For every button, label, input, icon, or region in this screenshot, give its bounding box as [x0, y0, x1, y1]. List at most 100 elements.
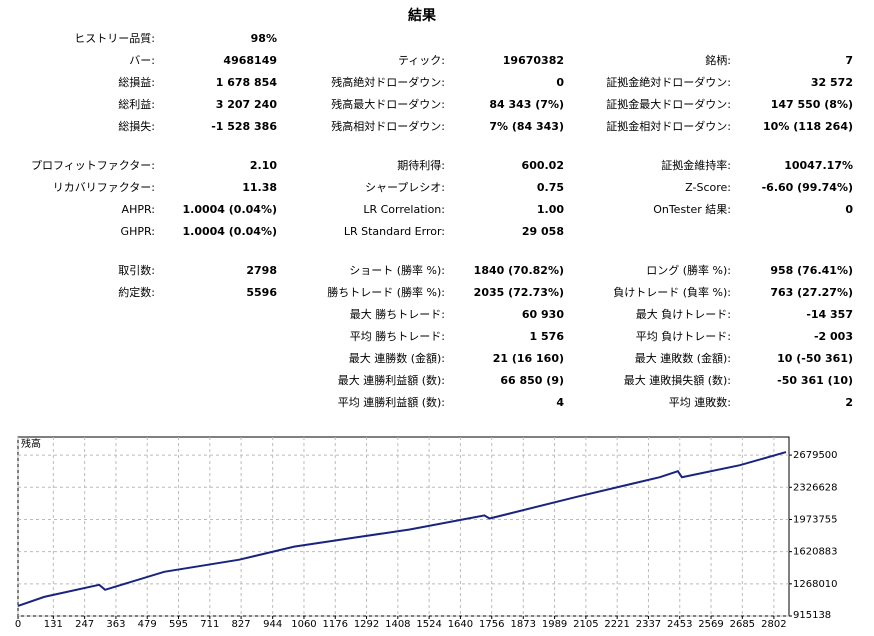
stat-label: 平均 負けトレード: — [636, 330, 731, 343]
stat-value: 11.38 — [242, 181, 277, 194]
stat-value: 21 (16 160) — [493, 352, 564, 365]
stat-value: 4968149 — [223, 54, 277, 67]
x-tick-label: 2337 — [636, 619, 661, 630]
y-tick-label: 1620883 — [793, 547, 838, 558]
x-tick-label: 711 — [200, 619, 219, 630]
stat-value: 1.0004 (0.04%) — [183, 225, 278, 238]
stat-value: 7% (84 343) — [489, 120, 564, 133]
stat-value: 32 572 — [811, 76, 853, 89]
stat-label: 最大 連勝数 (金額): — [349, 351, 445, 365]
stat-label: バー: — [129, 54, 155, 67]
x-tick-label: 1176 — [323, 619, 348, 630]
stat-label: ショート (勝率 %): — [349, 263, 445, 277]
x-tick-label: 1989 — [542, 619, 567, 630]
x-tick-label: 1873 — [511, 619, 536, 630]
stat-value: 98% — [251, 32, 277, 45]
stat-label: 最大 負けトレード: — [636, 307, 731, 321]
stat-label: ロング (勝率 %): — [646, 263, 731, 277]
x-tick-label: 944 — [263, 619, 282, 630]
stat-value: 10 (-50 361) — [777, 352, 853, 365]
stat-label: LR Correlation: — [363, 203, 445, 216]
stat-value: -1 528 386 — [211, 120, 277, 133]
stat-value: 600.02 — [522, 159, 564, 172]
stat-label: 証拠金最大ドローダウン: — [606, 97, 731, 111]
stat-value: 1.0004 (0.04%) — [183, 203, 278, 216]
stat-value: 0 — [556, 76, 564, 89]
stat-value: 0.75 — [537, 181, 564, 194]
x-tick-label: 1640 — [448, 619, 473, 630]
x-tick-label: 2569 — [698, 619, 723, 630]
stat-value: -2 003 — [814, 330, 853, 343]
stat-value: 2.10 — [250, 159, 277, 172]
stat-value: 1 576 — [530, 330, 565, 343]
stat-label: 最大 連勝利益額 (数): — [338, 373, 445, 387]
x-tick-label: 1060 — [291, 619, 316, 630]
stat-value: 5596 — [246, 286, 277, 299]
stat-value: 4 — [556, 396, 564, 409]
stat-label: 平均 連敗数: — [669, 395, 731, 409]
x-tick-label: 595 — [169, 619, 188, 630]
stat-label: LR Standard Error: — [344, 225, 445, 238]
stat-label: 期待利得: — [397, 158, 445, 172]
x-tick-label: 247 — [75, 619, 94, 630]
stat-label: 平均 連勝利益額 (数): — [338, 395, 445, 409]
stat-label: ティック: — [398, 54, 445, 67]
stat-value: 7 — [845, 54, 853, 67]
y-tick-label: 2326628 — [793, 482, 838, 493]
stat-value: -50 361 (10) — [777, 374, 853, 387]
x-tick-label: 1292 — [354, 619, 379, 630]
stat-label: 最大 勝ちトレード: — [350, 307, 445, 321]
stat-value: 29 058 — [522, 225, 564, 238]
x-tick-label: 2685 — [730, 619, 755, 630]
stat-value: 1.00 — [537, 203, 564, 216]
stat-label: ヒストリー品質: — [74, 31, 155, 45]
y-tick-label: 2679500 — [793, 450, 838, 461]
stat-value: 2798 — [246, 264, 277, 277]
stat-label: シャープレシオ: — [365, 181, 445, 194]
x-tick-label: 1756 — [479, 619, 504, 630]
stat-value: 10% (118 264) — [763, 120, 853, 133]
stat-label: OnTester 結果: — [653, 202, 731, 216]
stat-label: 証拠金維持率: — [661, 158, 731, 172]
stat-value: 60 930 — [522, 308, 564, 321]
stat-value: 66 850 (9) — [500, 374, 564, 387]
report-title: 結果 — [408, 7, 437, 24]
stat-label: プロフィットファクター: — [31, 159, 155, 172]
stat-value: 3 207 240 — [216, 98, 278, 111]
x-tick-label: 479 — [138, 619, 157, 630]
stat-label: 総利益: — [118, 97, 155, 111]
stat-label: 負けトレード (負率 %): — [613, 285, 731, 299]
x-tick-label: 2221 — [604, 619, 629, 630]
x-tick-label: 131 — [44, 619, 63, 630]
x-tick-label: 1524 — [416, 619, 441, 630]
stat-value: 0 — [845, 203, 853, 216]
x-tick-label: 363 — [106, 619, 125, 630]
stat-label: 取引数: — [118, 263, 155, 277]
stat-value: -14 357 — [806, 308, 853, 321]
stat-value: 10047.17% — [784, 159, 853, 172]
stat-label: 最大 連敗数 (金額): — [635, 351, 731, 365]
stat-value: 84 343 (7%) — [489, 98, 564, 111]
x-tick-label: 827 — [232, 619, 251, 630]
stat-label: 銘柄: — [705, 53, 731, 67]
stat-label: GHPR: — [121, 225, 155, 238]
y-tick-label: 1973755 — [793, 514, 838, 525]
stat-label: 最大 連敗損失額 (数): — [624, 373, 731, 387]
stat-label: 総損益: — [118, 75, 155, 89]
stat-label: 総損失: — [118, 119, 155, 133]
x-tick-label: 0 — [15, 619, 21, 630]
stat-label: AHPR: — [122, 203, 155, 216]
balance-line — [17, 451, 787, 607]
stat-value: 147 550 (8%) — [771, 98, 853, 111]
stat-label: 平均 勝ちトレード: — [350, 329, 445, 343]
stat-value: 763 (27.27%) — [770, 286, 853, 299]
stat-value: 1840 (70.82%) — [474, 264, 564, 277]
stat-value: 2035 (72.73%) — [474, 286, 564, 299]
stat-label: 残高最大ドローダウン: — [331, 97, 445, 111]
stat-value: 1 678 854 — [216, 76, 278, 89]
stat-label: 勝ちトレード (勝率 %): — [327, 285, 445, 299]
stat-label: 約定数: — [118, 285, 155, 299]
y-tick-label: 1268010 — [793, 579, 838, 590]
stat-value: -6.60 (99.74%) — [762, 181, 853, 194]
stat-label: リカバリファクター: — [53, 181, 155, 194]
